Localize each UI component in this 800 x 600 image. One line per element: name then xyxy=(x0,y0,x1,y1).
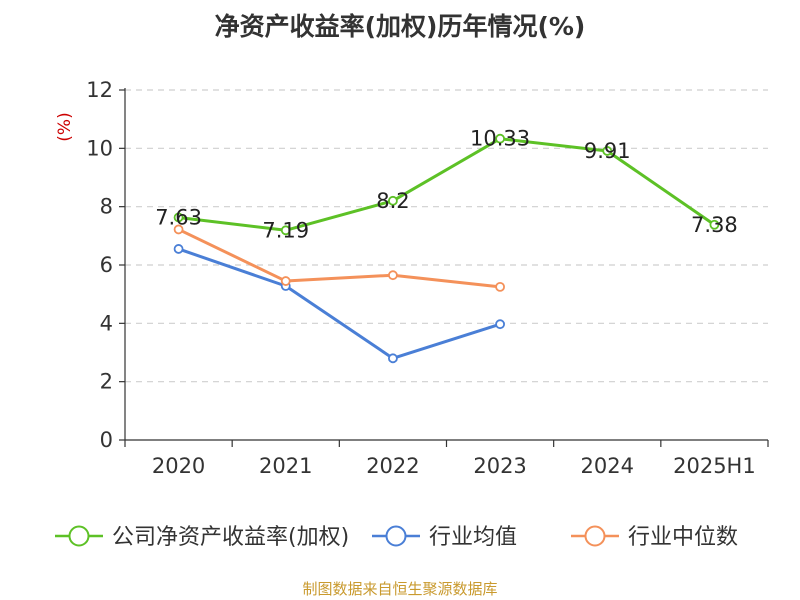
data-point xyxy=(173,224,184,235)
y-axis-label: (%) xyxy=(55,112,75,141)
data-point xyxy=(173,244,184,254)
data-label: 10.33 xyxy=(470,127,530,151)
x-tick-label: 2024 xyxy=(581,454,634,478)
y-tick-label: 4 xyxy=(100,311,113,335)
data-point xyxy=(388,270,398,281)
data-label: 7.19 xyxy=(262,218,309,242)
data-point xyxy=(709,219,720,230)
data-label: 8.2 xyxy=(376,189,409,213)
y-tick-label: 6 xyxy=(100,253,113,277)
y-tick-labels: 0 2 4 6 8 10 12 xyxy=(86,78,113,452)
data-label: 7.63 xyxy=(155,205,202,229)
y-tick-label: 8 xyxy=(100,195,113,219)
legend-label: 行业中位数 xyxy=(628,525,738,550)
series-line-1 xyxy=(178,247,501,360)
data-label: 9.91 xyxy=(584,139,631,163)
chart-title: 净资产收益率(加权)历年情况(%) xyxy=(215,12,586,41)
data-point xyxy=(495,281,505,292)
y-tick-label: 12 xyxy=(86,78,113,102)
legend-label: 行业均值 xyxy=(429,525,517,550)
legend[interactable]: 公司净资产收益率(加权) 行业均值 行业中位数 xyxy=(55,525,738,550)
y-tick-label: 2 xyxy=(100,370,113,394)
legend-item[interactable]: 公司净资产收益率(加权) xyxy=(55,525,349,550)
series-lines xyxy=(173,133,720,364)
y-tick-label: 0 xyxy=(100,428,113,452)
data-point xyxy=(280,225,291,236)
legend-item[interactable]: 行业均值 xyxy=(372,525,517,550)
legend-marker-icon xyxy=(385,525,407,547)
legend-marker-icon xyxy=(584,525,606,547)
legend-marker-icon xyxy=(68,525,90,547)
x-tick-label: 2020 xyxy=(152,454,205,478)
x-tick-label: 2022 xyxy=(366,454,419,478)
data-labels: 7.63 7.19 8.2 10.33 9.91 7.38 xyxy=(155,127,738,243)
legend-item[interactable]: 行业中位数 xyxy=(571,525,738,550)
series-line-2 xyxy=(177,228,501,289)
data-point xyxy=(173,212,184,223)
x-tick-labels: 2020 2021 2022 2023 2024 2025H1 xyxy=(152,454,756,478)
grid-lines xyxy=(125,89,768,383)
data-point xyxy=(495,319,505,330)
axes xyxy=(119,88,769,447)
source-note: 制图数据来自恒生聚源数据库 xyxy=(302,580,497,598)
legend-label: 公司净资产收益率(加权) xyxy=(112,525,349,550)
data-label: 7.38 xyxy=(691,213,738,237)
series-line-0 xyxy=(178,137,716,232)
data-point xyxy=(280,276,291,286)
data-point xyxy=(388,195,398,206)
x-tick-label: 2025H1 xyxy=(673,454,756,478)
x-tick-label: 2021 xyxy=(259,454,312,478)
x-tick-label: 2023 xyxy=(473,454,526,478)
y-tick-label: 10 xyxy=(86,136,113,160)
data-point xyxy=(495,133,505,144)
data-point xyxy=(602,146,613,156)
data-point xyxy=(388,353,398,364)
